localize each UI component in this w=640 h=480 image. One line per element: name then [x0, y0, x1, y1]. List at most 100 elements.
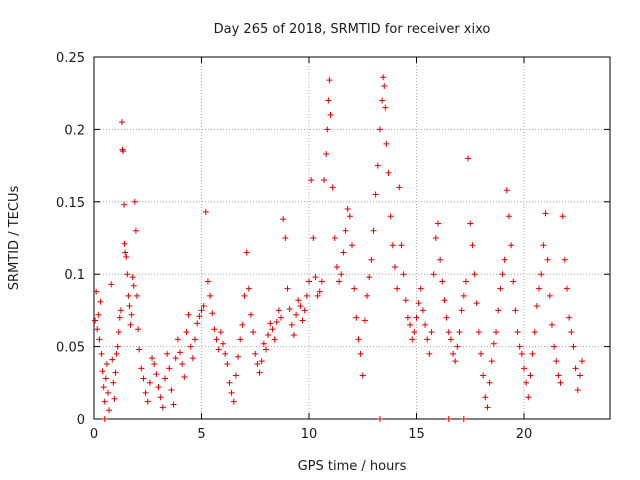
data-point: [284, 285, 291, 292]
data-point: [521, 365, 527, 372]
data-point: [437, 256, 444, 263]
data-point: [579, 358, 586, 365]
data-point: [452, 358, 459, 365]
data-point: [523, 379, 530, 386]
data-point: [413, 314, 420, 321]
data-point: [374, 162, 381, 169]
data-point: [409, 336, 416, 343]
data-point: [168, 387, 175, 394]
x-tick-label: 20: [516, 427, 533, 442]
data-point: [576, 372, 583, 379]
data-point: [538, 271, 545, 278]
data-point: [102, 375, 109, 382]
data-point: [516, 343, 523, 350]
data-point: [211, 326, 218, 333]
data-point: [144, 398, 151, 405]
data-point: [97, 298, 104, 305]
data-point: [471, 271, 478, 278]
data-point: [512, 307, 519, 314]
data-point: [179, 360, 186, 367]
x-axis-title: GPS time / hours: [298, 459, 407, 474]
data-point: [109, 356, 116, 363]
data-point: [426, 350, 433, 357]
data-point: [181, 374, 188, 381]
data-point: [392, 263, 398, 270]
data-point: [359, 372, 366, 379]
data-point: [404, 314, 411, 321]
data-point: [222, 350, 229, 357]
data-point: [417, 285, 424, 292]
data-point: [235, 353, 242, 360]
data-point: [92, 317, 99, 324]
data-point: [460, 292, 467, 299]
data-point: [104, 389, 111, 396]
data-point: [153, 371, 160, 378]
data-point: [228, 389, 235, 396]
data-point: [232, 372, 239, 379]
data-point: [469, 242, 476, 249]
data-point: [288, 321, 295, 328]
data-point: [340, 249, 347, 256]
data-point: [183, 329, 190, 336]
x-tick-label: 15: [408, 427, 425, 442]
data-point: [435, 220, 441, 227]
data-point: [293, 311, 300, 318]
data-point: [136, 346, 143, 353]
data-point: [478, 350, 484, 357]
data-point: [484, 404, 491, 411]
data-point: [458, 307, 465, 314]
data-point: [149, 355, 156, 362]
data-point: [510, 278, 517, 285]
data-point: [312, 274, 319, 281]
data-point: [574, 387, 581, 394]
data-point: [488, 358, 495, 365]
tick-layer: 0 5 10 15 20 0 0.05 0.1 0.15 0.2 0.25: [56, 51, 610, 442]
data-point: [445, 329, 452, 336]
data-point: [185, 311, 192, 318]
data-point: [103, 360, 110, 367]
data-point: [106, 407, 113, 414]
data-point: [456, 329, 463, 336]
data-point: [465, 155, 472, 162]
data-point: [389, 242, 396, 249]
data-point: [297, 303, 304, 310]
data-point: [460, 416, 467, 422]
data-point: [189, 355, 196, 362]
data-point: [501, 256, 508, 263]
y-tick-label: 0.1: [64, 268, 85, 283]
data-point: [441, 297, 448, 304]
data-point: [95, 311, 102, 318]
data-point: [518, 350, 525, 357]
data-point: [308, 177, 315, 184]
data-point: [161, 375, 168, 382]
data-point: [118, 119, 125, 126]
data-point: [467, 220, 474, 227]
data-point: [94, 326, 101, 333]
data-point: [402, 297, 409, 304]
data-point: [220, 340, 226, 347]
data-point: [194, 320, 201, 327]
data-point: [245, 285, 252, 292]
data-point: [326, 77, 333, 84]
data-point: [368, 256, 375, 263]
data-point: [99, 368, 106, 375]
data-point: [355, 336, 362, 343]
data-point: [432, 235, 439, 241]
data-point: [286, 305, 293, 312]
data-point: [548, 321, 555, 328]
data-point: [112, 369, 119, 376]
data-point: [561, 256, 568, 263]
data-point: [353, 314, 360, 321]
data-point: [568, 329, 575, 336]
data-point: [116, 314, 123, 321]
data-point: [217, 329, 224, 336]
data-point: [570, 343, 577, 350]
data-point: [131, 198, 138, 205]
data-point: [213, 336, 220, 343]
data-point: [98, 350, 105, 357]
y-tick-label: 0.25: [56, 51, 85, 66]
data-point: [505, 213, 512, 220]
data-point: [254, 360, 261, 367]
data-point: [372, 191, 379, 198]
data-point: [331, 235, 338, 241]
